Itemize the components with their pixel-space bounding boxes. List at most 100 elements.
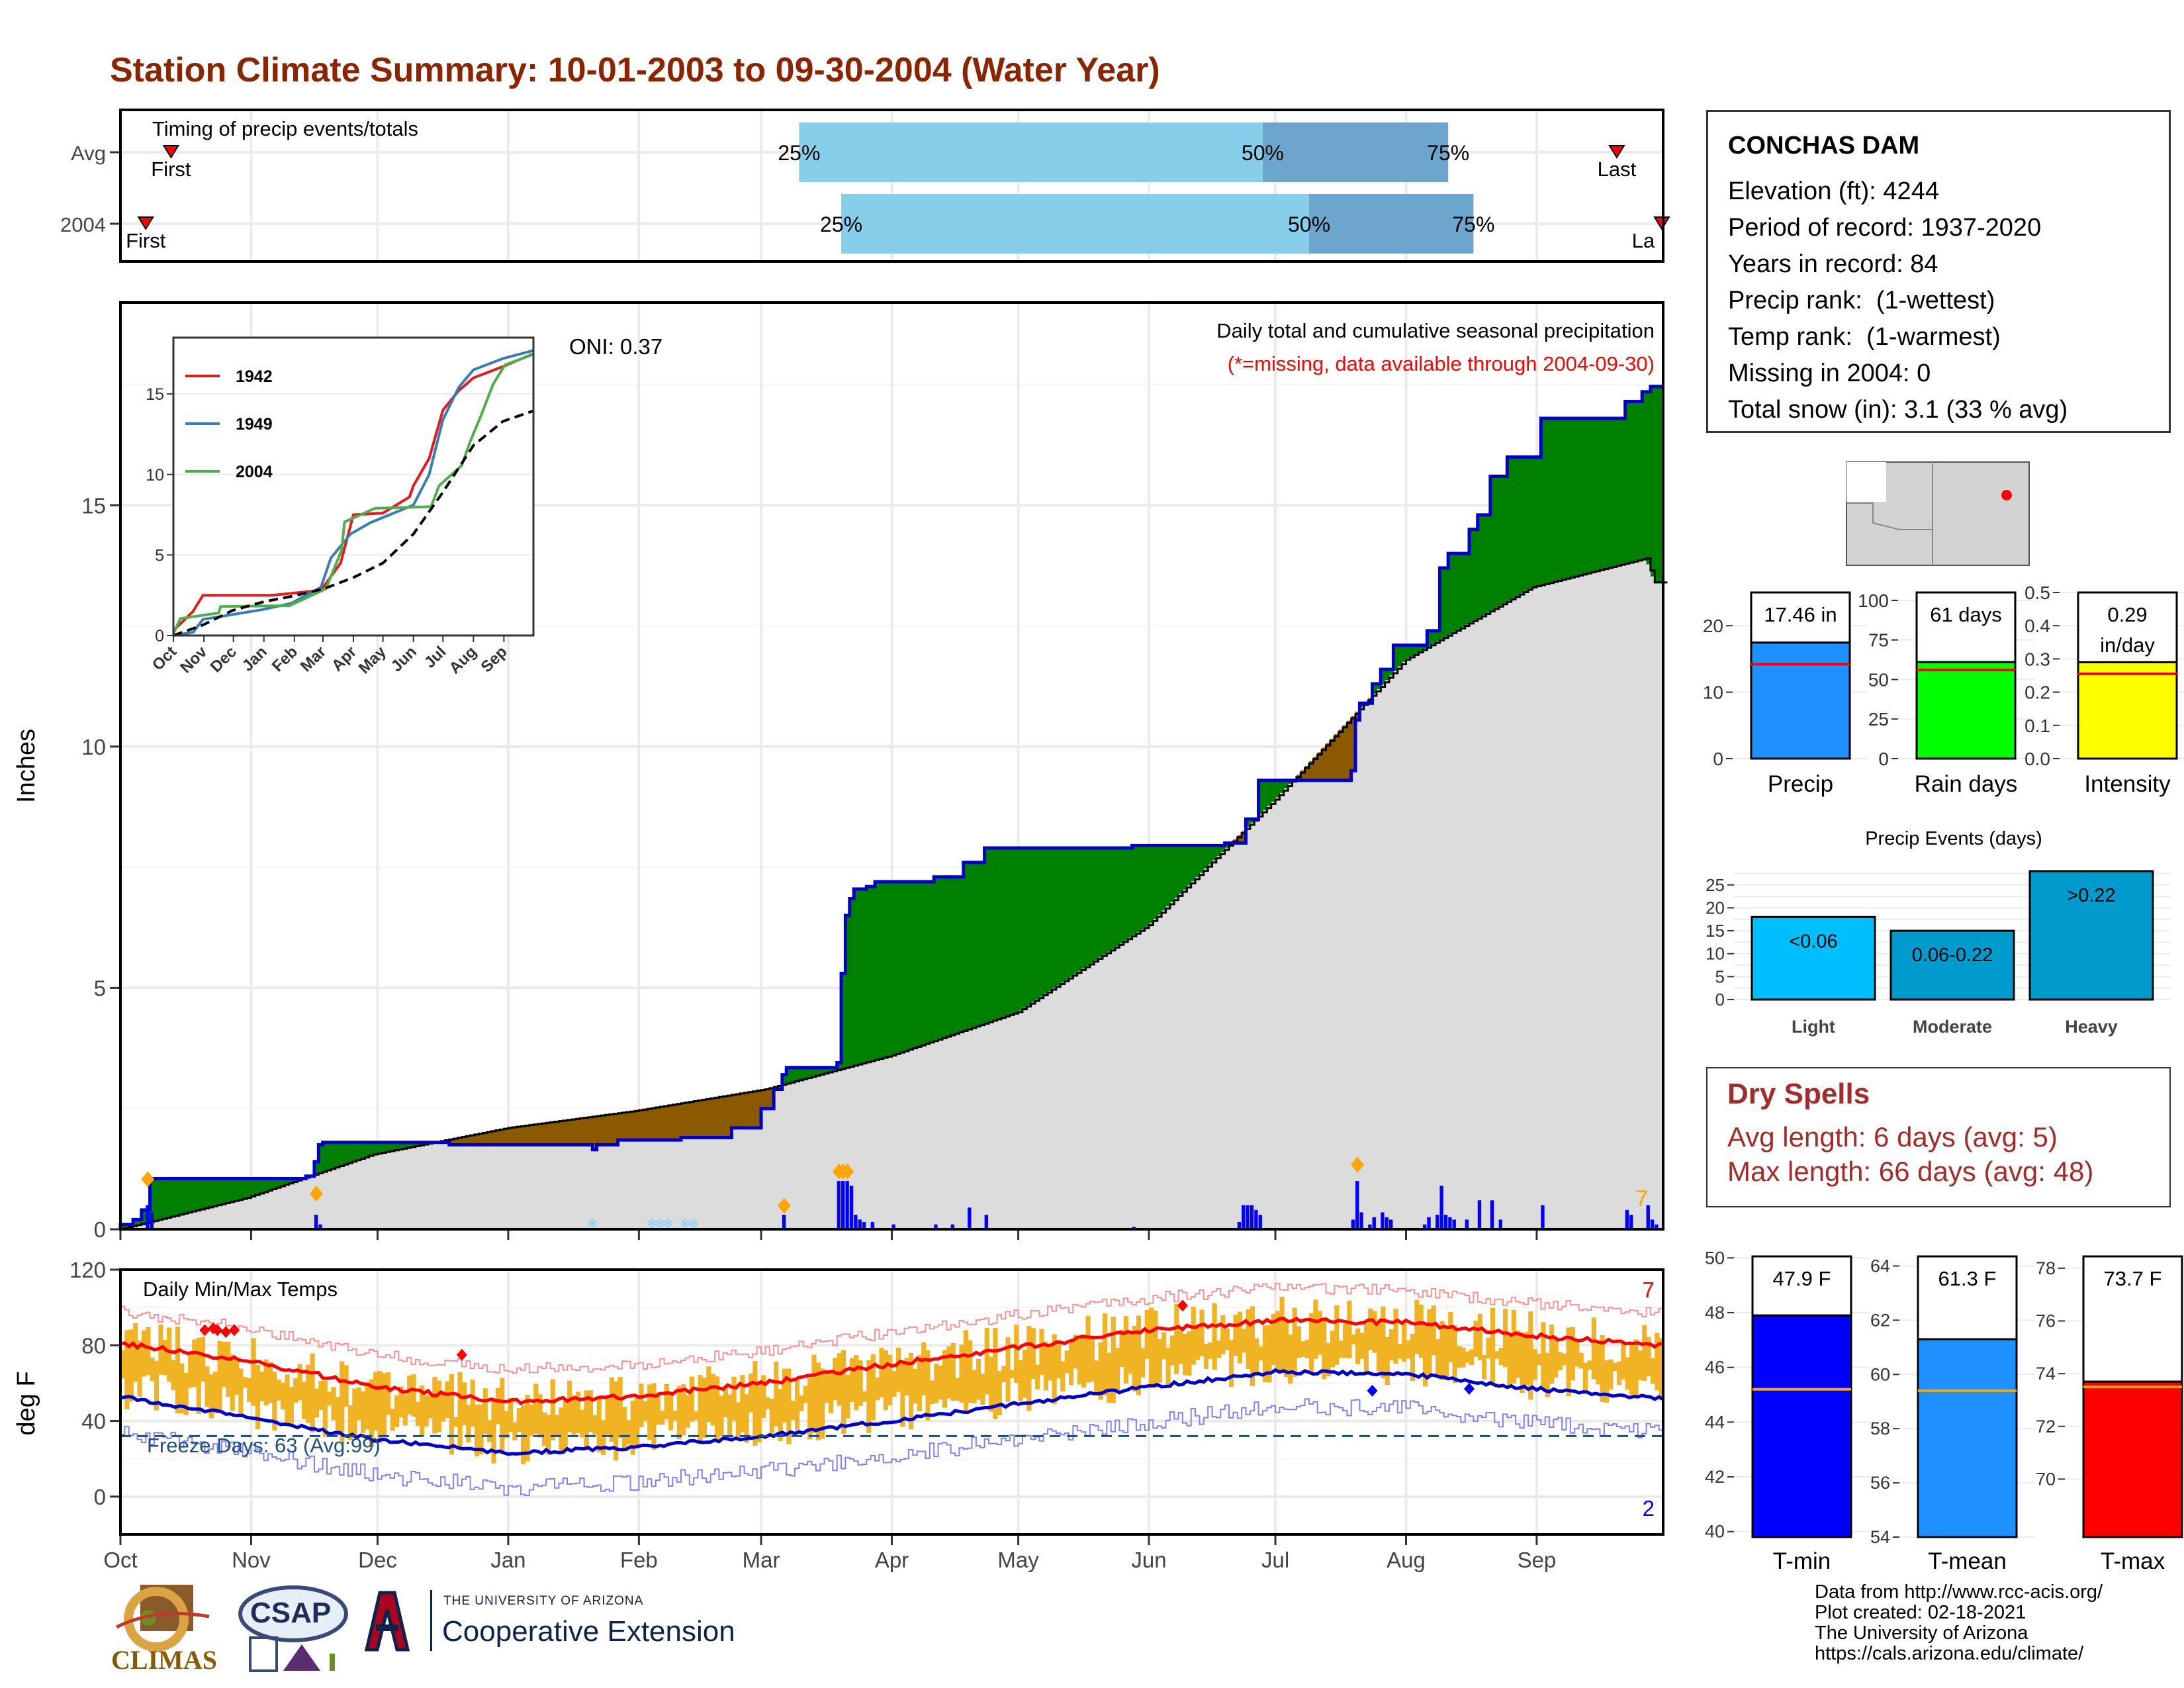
daily-temp-range-bar	[516, 1408, 522, 1432]
daily-temp-range-bar	[293, 1378, 298, 1403]
daily-temp-range-bar	[744, 1394, 749, 1443]
daily-temp-range-bar	[913, 1368, 918, 1404]
tmin-y-tick-label: 42	[1705, 1467, 1725, 1487]
below-normal-area	[748, 1092, 753, 1128]
daily-precip-bar	[318, 1224, 322, 1229]
dry-spells-avg: Avg length: 6 days (avg: 5)	[1727, 1121, 2058, 1152]
daily-temp-range-bar	[786, 1368, 792, 1444]
above-normal-area	[849, 898, 854, 1066]
precip-events-x-label: Light	[1792, 1017, 1835, 1037]
below-normal-area	[765, 1088, 770, 1109]
above-normal-area	[1212, 845, 1217, 861]
heavy-event-marker	[841, 1163, 854, 1180]
above-normal-area	[1469, 529, 1475, 623]
daily-temp-range-bar	[1250, 1306, 1255, 1386]
daily-temp-range-bar	[575, 1391, 581, 1433]
above-normal-area	[1271, 780, 1276, 802]
first-event-label: First	[126, 229, 166, 252]
daily-temp-range-bar	[1136, 1315, 1142, 1395]
station-line-elevation: Elevation (ft): 4244	[1728, 177, 1939, 205]
daily-precip-bar	[1490, 1200, 1494, 1229]
below-normal-area	[752, 1091, 758, 1128]
daily-temp-range-bar	[1313, 1299, 1318, 1359]
above-normal-area	[1498, 476, 1504, 606]
daily-temp-range-bar	[883, 1350, 888, 1411]
intensity-y-tick-label: 0.4	[2025, 616, 2050, 636]
observed-cumulative-precip-line	[118, 385, 1663, 1229]
daily-temp-range-bar	[955, 1378, 960, 1401]
daily-temp-range-bar	[1026, 1325, 1032, 1411]
daily-temp-range-bar	[879, 1347, 884, 1397]
daily-temp-range-bar	[1621, 1342, 1626, 1380]
below-normal-area	[635, 1110, 639, 1141]
below-normal-area	[1338, 729, 1343, 780]
daily-temp-range-bar	[411, 1374, 416, 1417]
above-normal-area	[1111, 847, 1116, 949]
below-normal-area	[715, 1097, 719, 1138]
inset-legend-label: 1949	[236, 415, 273, 434]
precip-border	[119, 301, 1664, 1231]
daily-temp-range-bar	[782, 1368, 788, 1423]
above-normal-area	[343, 1142, 349, 1164]
daily-temp-range-bar	[1557, 1352, 1563, 1370]
locator-map-border	[1846, 502, 1933, 530]
month-x-tick-label: Apr	[875, 1548, 909, 1572]
below-normal-area	[449, 1139, 454, 1145]
daily-temp-range-bar	[1410, 1333, 1416, 1382]
daily-temp-range-bar	[1368, 1308, 1373, 1350]
daily-temp-range-bar	[550, 1379, 555, 1441]
daily-precip-bar	[849, 1186, 854, 1229]
daily-temp-range-bar	[571, 1395, 576, 1435]
daily-temp-range-bar	[584, 1390, 589, 1450]
above-normal-area	[858, 888, 863, 1064]
normal-precip-area	[120, 558, 1663, 1229]
daily-temp-range-bar	[1119, 1329, 1124, 1368]
above-normal-area	[1132, 845, 1137, 935]
above-normal-area	[402, 1142, 408, 1149]
daily-temp-range-bar	[774, 1361, 779, 1427]
below-normal-area	[1334, 734, 1340, 780]
daily-temp-range-bar	[1587, 1360, 1592, 1370]
daily-temp-range-bar	[1111, 1317, 1116, 1403]
daily-temp-range-bar	[390, 1409, 395, 1431]
below-normal-area	[1322, 747, 1327, 780]
daily-precip-bar	[1237, 1222, 1242, 1229]
above-normal-area	[1372, 684, 1377, 694]
daily-temp-range-bar	[445, 1381, 450, 1418]
above-normal-area	[980, 862, 985, 1025]
below-normal-area	[1300, 770, 1306, 780]
below-normal-area	[689, 1102, 694, 1138]
daily-temp-range-bar	[402, 1394, 408, 1426]
above-normal-area	[1642, 391, 1647, 559]
daily-temp-range-bar	[1562, 1353, 1567, 1366]
above-normal-area	[1359, 703, 1365, 708]
daily-temp-range-bar	[171, 1360, 176, 1391]
daily-temp-range-bar	[1393, 1309, 1398, 1364]
above-normal-area	[1452, 553, 1457, 632]
temp-y-tick-label: 120	[69, 1258, 106, 1282]
below-normal-area	[567, 1119, 572, 1145]
footer-line-url: https://cals.arizona.edu/climate/	[1815, 1643, 2084, 1664]
daily-temp-range-bar	[626, 1420, 631, 1445]
above-normal-area	[993, 847, 998, 1020]
above-normal-area	[1553, 418, 1559, 582]
daily-temp-range-bar	[436, 1380, 441, 1432]
daily-precip-bar	[854, 1215, 858, 1229]
above-normal-area	[1381, 669, 1386, 685]
precip-total-value-label: 17.46 in	[1764, 603, 1837, 626]
daily-temp-range-bar	[521, 1405, 526, 1465]
daily-temp-range-bar	[461, 1382, 467, 1425]
daily-temp-range-bar	[647, 1384, 653, 1440]
below-normal-area	[1342, 725, 1347, 780]
daily-temp-range-bar	[807, 1378, 813, 1440]
record-temp-marker	[1367, 1384, 1378, 1397]
below-normal-area	[478, 1133, 484, 1145]
timing-border	[119, 109, 1664, 263]
daily-temp-range-bar	[1242, 1329, 1247, 1353]
below-normal-area	[580, 1117, 585, 1145]
above-normal-area	[255, 1178, 260, 1195]
daily-temp-range-bar	[352, 1388, 357, 1435]
daily-temp-range-bar	[685, 1395, 690, 1428]
daily-precip-bar	[150, 1212, 154, 1229]
daily-precip-bar	[146, 1205, 150, 1229]
